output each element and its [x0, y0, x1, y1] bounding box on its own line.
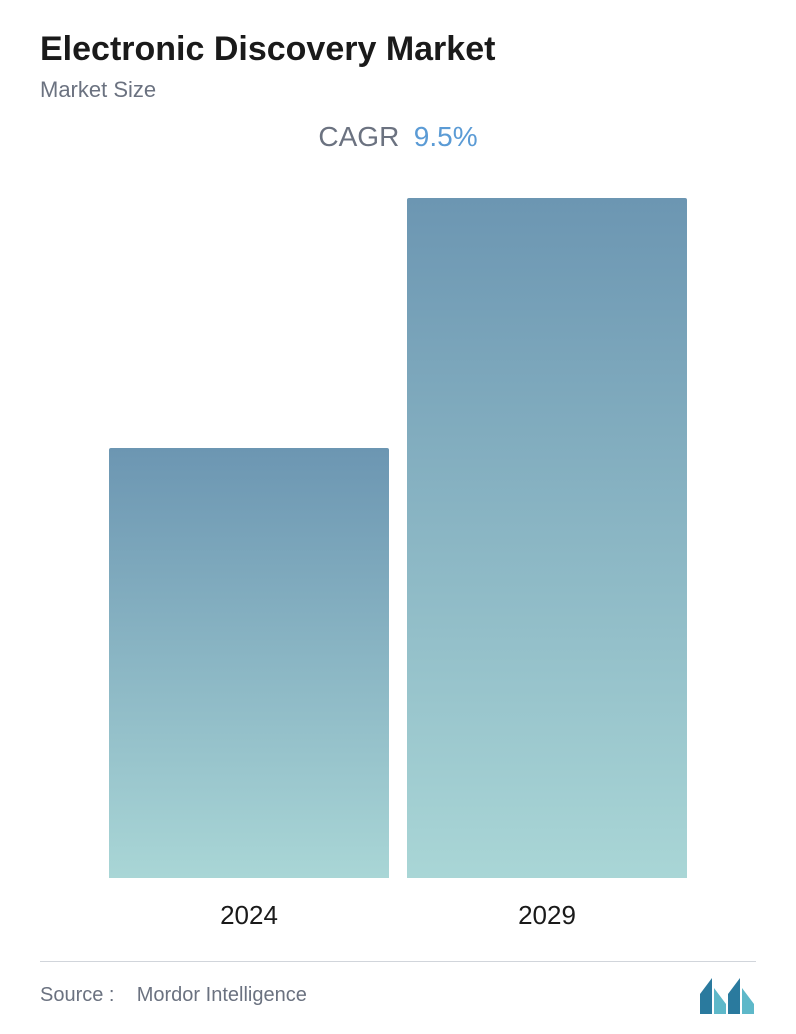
logo-icon: [700, 976, 756, 1014]
footer: Source : Mordor Intelligence: [40, 961, 756, 1014]
bar-group: 2029: [407, 198, 687, 931]
bar-label: 2029: [518, 900, 576, 931]
bar-group: 2024: [109, 448, 389, 931]
page-title: Electronic Discovery Market: [40, 30, 756, 69]
chart-container: Electronic Discovery Market Market Size …: [0, 0, 796, 1034]
source-name: Mordor Intelligence: [137, 984, 307, 1006]
cagr-row: CAGR 9.5%: [40, 121, 756, 153]
bar-label: 2024: [220, 900, 278, 931]
cagr-value: 9.5%: [414, 121, 478, 152]
bar-chart: 2024 2029: [40, 183, 756, 931]
page-subtitle: Market Size: [40, 77, 756, 103]
source-text: Source : Mordor Intelligence: [40, 984, 307, 1007]
source-label: Source :: [40, 984, 114, 1006]
cagr-label: CAGR: [318, 121, 399, 152]
bar: [109, 448, 389, 878]
bar: [407, 198, 687, 878]
